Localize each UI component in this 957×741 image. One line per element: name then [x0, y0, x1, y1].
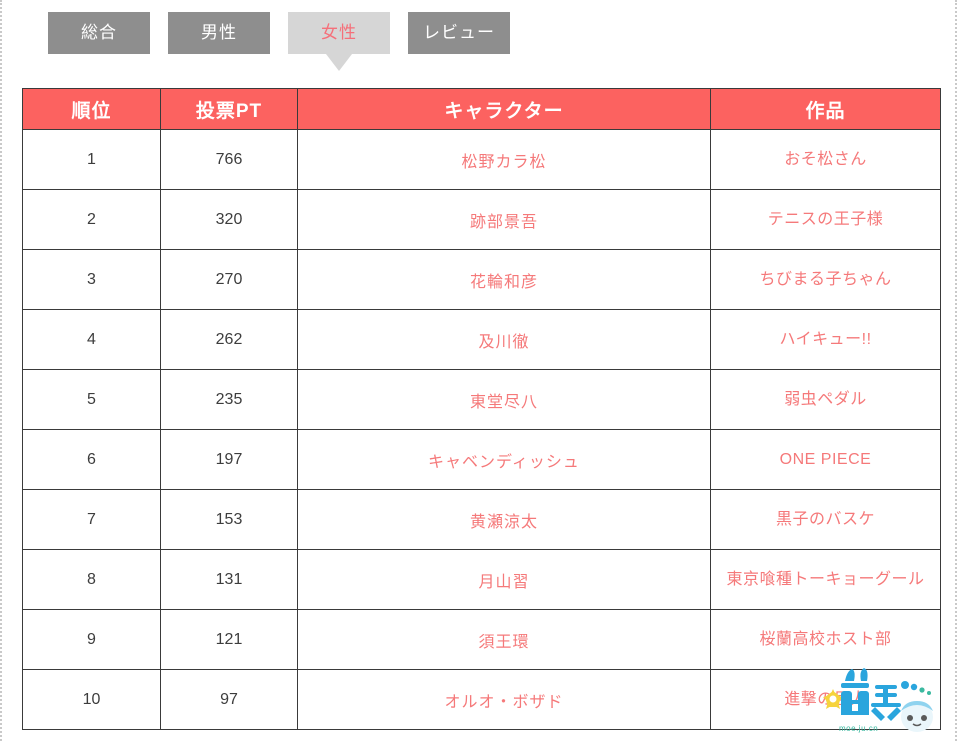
cell-character[interactable]: 跡部景吾: [297, 189, 711, 250]
category-tab-bar: 総合 男性 女性 レビュー: [48, 12, 510, 71]
cell-work[interactable]: 桜蘭高校ホスト部: [710, 609, 941, 670]
cell-points: 320: [160, 189, 298, 250]
tab-josei[interactable]: 女性: [288, 12, 390, 71]
column-header-rank: 順位: [22, 88, 161, 130]
tab-label: 男性: [201, 23, 237, 42]
cell-rank: 4: [22, 309, 161, 370]
tab-sogo[interactable]: 総合: [48, 12, 150, 54]
cell-work[interactable]: 東京喰種トーキョーグール: [710, 549, 941, 610]
table-row: 4 262 及川徹 ハイキュー!!: [22, 309, 941, 370]
tab-label: レビュー: [423, 23, 495, 42]
cell-work[interactable]: おそ松さん: [710, 129, 941, 190]
tab-dansei[interactable]: 男性: [168, 12, 270, 54]
cell-character[interactable]: 及川徹: [297, 309, 711, 370]
cell-points: 262: [160, 309, 298, 370]
table-row: 9 121 須王環 桜蘭高校ホスト部: [22, 609, 941, 670]
cell-work[interactable]: ハイキュー!!: [710, 309, 941, 370]
cell-points: 153: [160, 489, 298, 550]
cell-points: 197: [160, 429, 298, 490]
cell-rank: 10: [22, 669, 161, 730]
cell-points: 766: [160, 129, 298, 190]
cell-points: 270: [160, 249, 298, 310]
cell-character[interactable]: 黄瀬涼太: [297, 489, 711, 550]
ranking-table: 順位 投票PT キャラクター 作品 1 766 松野カラ松 おそ松さん 2 32…: [22, 88, 941, 730]
cell-rank: 8: [22, 549, 161, 610]
cell-points: 97: [160, 669, 298, 730]
ranking-table-container: 順位 投票PT キャラクター 作品 1 766 松野カラ松 おそ松さん 2 32…: [22, 88, 941, 730]
cell-work[interactable]: 進撃の巨人: [710, 669, 941, 730]
tab-review[interactable]: レビュー: [408, 12, 510, 54]
cell-work[interactable]: ちびまる子ちゃん: [710, 249, 941, 310]
cell-points: 121: [160, 609, 298, 670]
table-row: 7 153 黄瀬涼太 黒子のバスケ: [22, 489, 941, 550]
active-tab-pointer-icon: [326, 54, 352, 71]
cell-rank: 6: [22, 429, 161, 490]
cell-character[interactable]: 須王環: [297, 609, 711, 670]
cell-points: 131: [160, 549, 298, 610]
cell-points: 235: [160, 369, 298, 430]
cell-character[interactable]: 東堂尽八: [297, 369, 711, 430]
table-row: 6 197 キャベンディッシュ ONE PIECE: [22, 429, 941, 490]
table-row: 10 97 オルオ・ボザド 進撃の巨人: [22, 669, 941, 730]
cell-work[interactable]: ONE PIECE: [710, 429, 941, 490]
cell-character[interactable]: オルオ・ボザド: [297, 669, 711, 730]
table-row: 2 320 跡部景吾 テニスの王子様: [22, 189, 941, 250]
table-header-row: 順位 投票PT キャラクター 作品: [22, 88, 941, 130]
cell-work[interactable]: テニスの王子様: [710, 189, 941, 250]
table-row: 5 235 東堂尽八 弱虫ペダル: [22, 369, 941, 430]
table-row: 8 131 月山習 東京喰種トーキョーグール: [22, 549, 941, 610]
tab-label: 総合: [81, 23, 117, 42]
tab-label: 女性: [321, 23, 357, 42]
column-header-points: 投票PT: [160, 88, 298, 130]
cell-work[interactable]: 弱虫ペダル: [710, 369, 941, 430]
cell-rank: 7: [22, 489, 161, 550]
cell-character[interactable]: 松野カラ松: [297, 129, 711, 190]
table-row: 3 270 花輪和彦 ちびまる子ちゃん: [22, 249, 941, 310]
cell-rank: 1: [22, 129, 161, 190]
cell-character[interactable]: キャベンディッシュ: [297, 429, 711, 490]
cell-rank: 2: [22, 189, 161, 250]
column-header-character: キャラクター: [297, 88, 711, 130]
cell-character[interactable]: 花輪和彦: [297, 249, 711, 310]
cell-rank: 5: [22, 369, 161, 430]
cell-character[interactable]: 月山習: [297, 549, 711, 610]
cell-rank: 9: [22, 609, 161, 670]
cell-rank: 3: [22, 249, 161, 310]
column-header-work: 作品: [710, 88, 941, 130]
cell-work[interactable]: 黒子のバスケ: [710, 489, 941, 550]
table-row: 1 766 松野カラ松 おそ松さん: [22, 129, 941, 190]
